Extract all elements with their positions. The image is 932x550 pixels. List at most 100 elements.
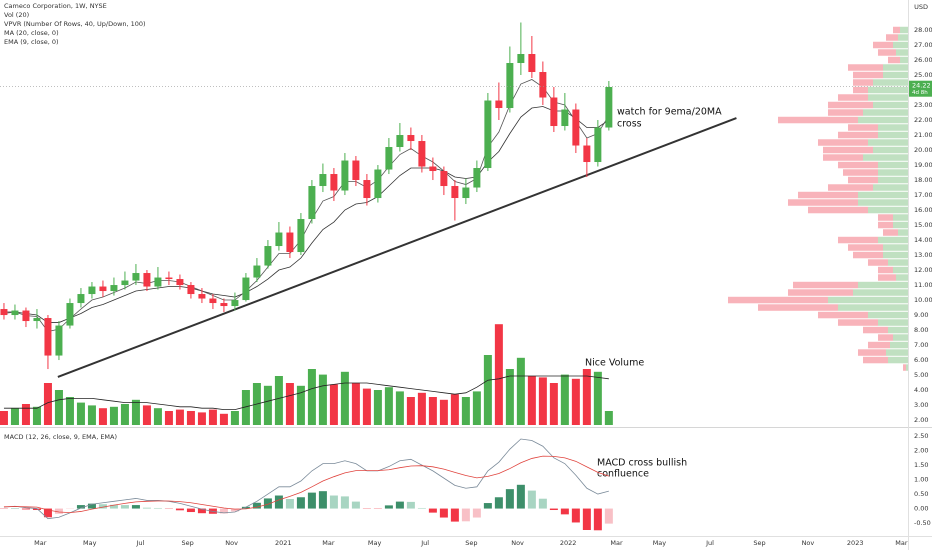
profile-up bbox=[858, 116, 908, 124]
volume_ma bbox=[3, 375, 609, 411]
volume-bar bbox=[120, 404, 129, 425]
volume-bar bbox=[87, 405, 96, 425]
ema9 bbox=[3, 79, 610, 332]
macd-histogram bbox=[351, 501, 360, 509]
profile-up bbox=[863, 154, 908, 161]
profile-down bbox=[838, 131, 878, 139]
macd-tick-label: 2.00 bbox=[914, 447, 928, 455]
profile-down bbox=[838, 236, 878, 244]
macd-histogram bbox=[263, 498, 272, 509]
candle-body bbox=[517, 54, 525, 64]
profile-down bbox=[848, 244, 883, 251]
candle-body bbox=[132, 273, 140, 281]
profile-down bbox=[878, 274, 896, 281]
candle-body bbox=[22, 310, 30, 322]
macd-histogram bbox=[241, 506, 250, 509]
macd-histogram bbox=[197, 508, 206, 514]
x-tick-label: May bbox=[83, 539, 97, 547]
macd bbox=[3, 438, 609, 520]
macd-histogram bbox=[516, 484, 525, 509]
macd-histogram bbox=[439, 508, 448, 518]
volume-bar bbox=[604, 411, 613, 425]
volume-bar bbox=[153, 408, 162, 425]
currency: USD bbox=[914, 3, 928, 11]
x-tick-label: Nov bbox=[225, 539, 238, 547]
candle-body bbox=[55, 325, 63, 356]
candle-body bbox=[352, 160, 360, 181]
profile-up bbox=[883, 71, 908, 79]
candle-body bbox=[297, 219, 305, 253]
profile-down bbox=[878, 49, 896, 56]
volume-bar bbox=[32, 406, 41, 425]
profile-up bbox=[888, 259, 908, 266]
macd-histogram bbox=[527, 490, 536, 509]
candle-body bbox=[319, 174, 327, 187]
price-tag-countdown: 4d 8h bbox=[912, 90, 928, 96]
y-tick-label: 21.00 bbox=[914, 131, 932, 139]
profile-down bbox=[828, 109, 863, 116]
candle-body bbox=[451, 186, 459, 199]
candle-body bbox=[209, 298, 217, 304]
y-tick-label: 15.00 bbox=[914, 221, 932, 229]
candle-body bbox=[583, 145, 591, 163]
x-tick-label: May bbox=[368, 539, 382, 547]
macd-histogram bbox=[142, 507, 151, 509]
macd-histogram bbox=[483, 503, 492, 509]
macd-histogram bbox=[252, 502, 261, 509]
profile-up bbox=[868, 311, 908, 319]
y-tick-label: 16.00 bbox=[914, 206, 932, 214]
y-tick-label: 3.00 bbox=[914, 401, 928, 409]
candle-body bbox=[88, 286, 96, 295]
macd-histogram bbox=[417, 507, 426, 509]
chart-title: Cameco Corporation, 1W, NYSE bbox=[4, 2, 107, 10]
profile-up bbox=[900, 26, 908, 34]
volume-bar bbox=[318, 374, 327, 425]
volume-bar bbox=[10, 408, 19, 425]
volume-bar bbox=[406, 397, 415, 425]
profile-up bbox=[868, 206, 908, 214]
candle-body bbox=[143, 273, 151, 287]
profile-down bbox=[793, 281, 858, 289]
candle-body bbox=[418, 141, 426, 167]
macd-histogram bbox=[131, 505, 140, 509]
macd-histogram bbox=[186, 508, 195, 513]
volume-bar bbox=[43, 383, 52, 425]
candle-body bbox=[242, 277, 250, 301]
profile-down bbox=[838, 161, 878, 169]
macd-histogram bbox=[230, 508, 239, 512]
volume-bar bbox=[571, 378, 580, 425]
profile-up bbox=[873, 146, 908, 154]
candle-body bbox=[220, 303, 228, 307]
x-tick-label: Jul bbox=[135, 539, 144, 547]
volume-bar bbox=[395, 391, 404, 425]
profile-up bbox=[896, 274, 908, 281]
y-tick-label: 6.00 bbox=[914, 356, 928, 364]
candle-body bbox=[396, 135, 404, 148]
macd-histogram bbox=[98, 504, 107, 509]
profile-down bbox=[758, 304, 838, 311]
macd-label: MACD (12, 26, close, 9, EMA, EMA) bbox=[4, 433, 117, 441]
macd-histogram bbox=[560, 508, 569, 515]
y-tick-label: 11.00 bbox=[914, 281, 932, 289]
volume-bar bbox=[0, 411, 8, 425]
volume-bar bbox=[131, 399, 140, 425]
macd-tick-label: 2.50 bbox=[914, 432, 928, 440]
y-tick-label: 14.00 bbox=[914, 236, 932, 244]
candle-body bbox=[0, 309, 8, 316]
volume-bar bbox=[516, 357, 525, 425]
x-tick-label: Mar bbox=[34, 539, 47, 547]
volume-bar bbox=[65, 397, 74, 425]
macd-histogram bbox=[307, 492, 316, 509]
y-tick-label: 4.00 bbox=[914, 386, 928, 394]
volume-bar bbox=[230, 411, 239, 425]
candle-body bbox=[11, 310, 19, 316]
y-tick-label: 9.00 bbox=[914, 311, 928, 319]
volume-bar bbox=[450, 394, 459, 425]
profile-down bbox=[848, 124, 878, 131]
candle-body bbox=[198, 294, 206, 299]
profile-up bbox=[878, 124, 908, 131]
volume-bar bbox=[362, 388, 371, 425]
annotation: watch for 9ema/20MA bbox=[617, 107, 722, 118]
profile-down bbox=[778, 116, 858, 124]
y-tick-label: 27.00 bbox=[914, 41, 932, 49]
